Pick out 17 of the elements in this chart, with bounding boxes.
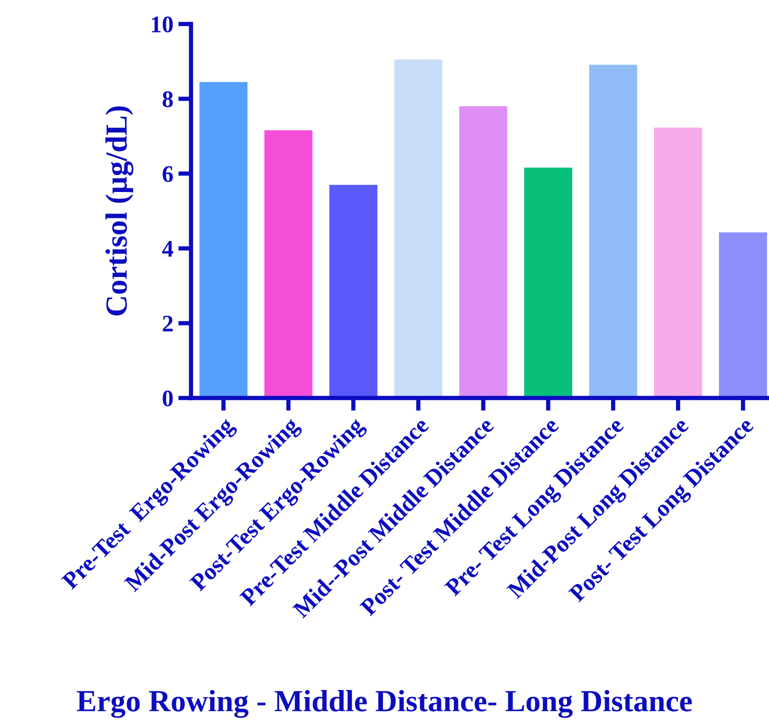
x-axis-title: Ergo Rowing - Middle Distance- Long Distance [76,690,692,718]
bar [589,64,638,398]
y-tick-label: 0 [162,390,173,406]
y-tick-label: 6 [162,166,173,182]
bar [524,168,572,398]
bar [264,130,312,398]
y-tick-label: 2 [162,316,173,332]
bar [394,60,442,398]
bar [459,106,508,398]
y-tick-label: 8 [162,91,173,108]
bar [718,232,768,398]
bar [654,128,702,398]
y-tick-label: 10 [152,16,173,32]
bar [199,82,248,398]
y-axis-title: Cortisol (µg/dL) [105,106,134,316]
bar [329,184,378,398]
y-tick-label: 4 [162,241,174,257]
